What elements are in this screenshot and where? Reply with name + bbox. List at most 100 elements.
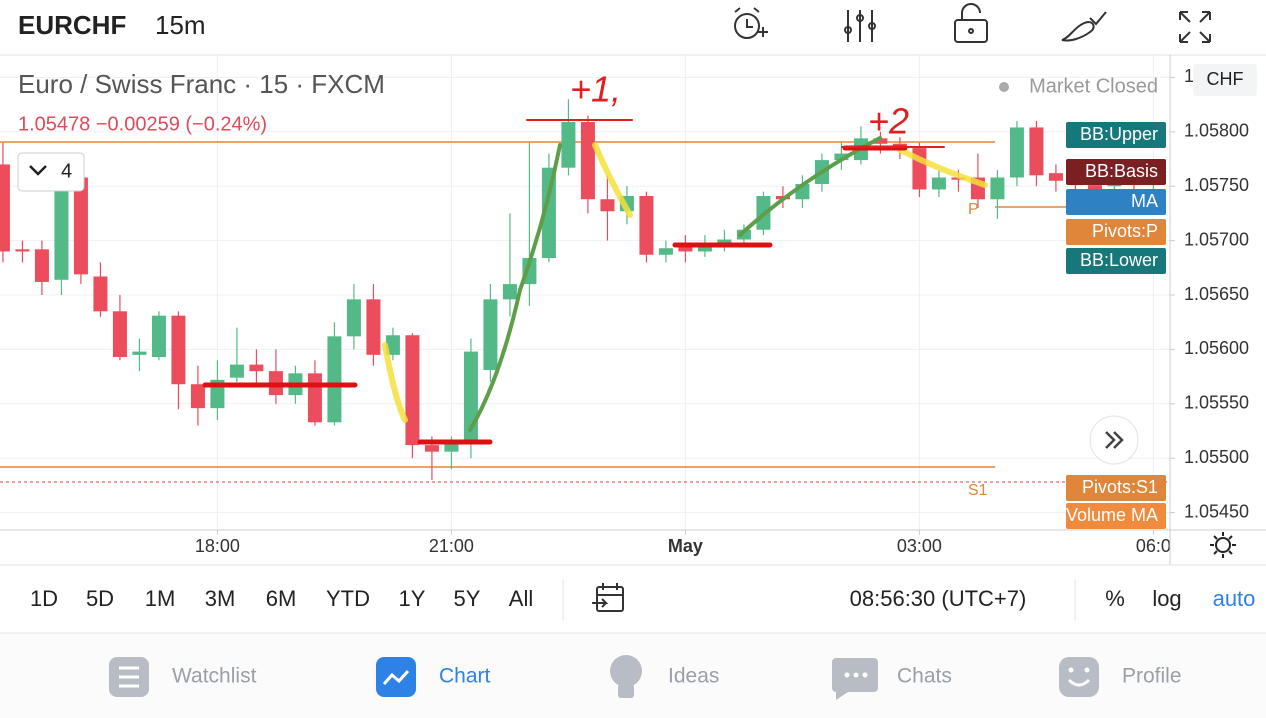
settings-icon[interactable] xyxy=(1210,532,1236,558)
candle-body xyxy=(112,311,127,358)
market-status: Market Closed xyxy=(1029,75,1158,97)
candle-body xyxy=(424,445,439,452)
candle-body xyxy=(717,239,732,243)
candle-body xyxy=(561,122,576,168)
y-tick-label: 1.05600 xyxy=(1184,338,1249,358)
candle-body xyxy=(249,364,264,372)
candle-body xyxy=(229,364,244,378)
highlight xyxy=(592,142,633,218)
interval[interactable]: 15m xyxy=(155,10,206,40)
fullscreen-icon[interactable] xyxy=(1179,11,1211,43)
indicator-tag-label: Pivots:P xyxy=(1092,221,1158,241)
hand-drawings xyxy=(202,119,988,445)
x-tick-label: 21:00 xyxy=(429,536,474,556)
annotation: +1, xyxy=(570,69,621,110)
overlays xyxy=(0,141,1170,483)
pivot-mark: S1 xyxy=(968,482,988,499)
indicator-tag-label: Pivots:S1 xyxy=(1082,477,1158,497)
candle-body xyxy=(678,244,693,252)
range-button[interactable]: YTD xyxy=(326,586,370,611)
date-range-icon[interactable] xyxy=(592,583,624,612)
indicator-tag xyxy=(1066,248,1166,274)
highlight xyxy=(897,147,988,188)
indicator-tag xyxy=(1066,475,1166,501)
chart-title: Euro / Swiss Franc · 15 · FXCM xyxy=(18,69,385,99)
candle-body xyxy=(73,177,88,275)
candle-body xyxy=(366,299,381,355)
indicator-tag-label: MA xyxy=(1131,191,1158,211)
currency-box xyxy=(1193,64,1257,96)
watchlist-icon xyxy=(109,657,149,697)
indicator-toggle[interactable] xyxy=(17,152,85,192)
symbol[interactable]: EURCHF xyxy=(18,10,126,40)
candle-body xyxy=(502,284,517,300)
marker-stroke xyxy=(202,145,908,445)
range-button[interactable]: 5D xyxy=(86,586,114,611)
nav-item[interactable]: Chart xyxy=(439,665,491,688)
scroll-icon xyxy=(1105,431,1124,449)
candle-body xyxy=(151,315,166,358)
y-tick-label: 1.05750 xyxy=(1184,175,1249,195)
chart-icon xyxy=(376,657,416,697)
percent-toggle[interactable]: % xyxy=(1105,586,1125,611)
x-tick-label: 06:0 xyxy=(1136,536,1171,556)
alert-icon[interactable] xyxy=(734,7,768,39)
candle-body xyxy=(171,315,186,385)
candle-body xyxy=(346,299,361,337)
x-tick-label: 03:00 xyxy=(897,536,942,556)
candle-body xyxy=(385,335,400,355)
highlight xyxy=(382,342,408,423)
candle-body xyxy=(990,177,1005,200)
candle-body xyxy=(483,299,498,371)
underline xyxy=(526,119,945,148)
indicator-tag xyxy=(1066,219,1166,245)
candle-body xyxy=(931,177,946,190)
candle-body xyxy=(93,276,108,312)
chats-icon xyxy=(832,658,878,700)
candle-body xyxy=(639,195,654,255)
nav-item[interactable]: Chats xyxy=(897,665,952,688)
range-button[interactable]: 1M xyxy=(145,586,176,611)
nav-item[interactable]: Profile xyxy=(1122,665,1182,688)
nav-item[interactable]: Ideas xyxy=(668,665,719,688)
range-button[interactable]: 6M xyxy=(266,586,297,611)
candle-body xyxy=(405,335,420,446)
nav-item[interactable]: Watchlist xyxy=(172,665,257,688)
annotation: +2 xyxy=(868,101,909,142)
pivot-mark: P xyxy=(968,201,979,218)
range-button[interactable]: All xyxy=(509,586,533,611)
candle-body xyxy=(34,249,49,282)
candle-body xyxy=(190,384,205,409)
auto-toggle[interactable]: auto xyxy=(1213,586,1256,611)
header-bar xyxy=(0,0,1266,55)
candle-body xyxy=(1087,185,1102,191)
candle-body xyxy=(15,249,30,252)
indicator-tag xyxy=(1066,503,1166,529)
lock-icon[interactable] xyxy=(954,3,988,43)
trend-stroke xyxy=(468,143,562,432)
x-tick-label: May xyxy=(668,536,703,556)
log-toggle[interactable]: log xyxy=(1152,586,1181,611)
candle-body xyxy=(327,336,342,423)
profile-icon xyxy=(1059,657,1099,697)
indicator-tag-label: BB:Lower xyxy=(1080,250,1158,270)
y-tick-label: 1.05500 xyxy=(1184,447,1249,467)
status-dot xyxy=(999,82,1009,92)
indicator-tag xyxy=(1066,122,1166,148)
candle-body xyxy=(658,248,673,255)
candle-body xyxy=(1048,173,1063,181)
y-tick-label: 1.05650 xyxy=(1184,284,1249,304)
range-button[interactable]: 3M xyxy=(205,586,236,611)
candle-body xyxy=(1009,127,1024,178)
draw-icon[interactable] xyxy=(1061,11,1107,42)
range-button[interactable]: 1Y xyxy=(399,586,426,611)
indicator-tag-label: BB:Basis xyxy=(1085,161,1158,181)
indicator-tag xyxy=(1066,189,1166,215)
range-button[interactable]: 1D xyxy=(30,586,58,611)
indicator-tag-label: Volume MA xyxy=(1066,505,1158,525)
candle-body xyxy=(0,164,10,252)
indicators-icon[interactable] xyxy=(844,10,876,42)
currency: CHF xyxy=(1207,69,1244,89)
range-button[interactable]: 5Y xyxy=(454,586,481,611)
